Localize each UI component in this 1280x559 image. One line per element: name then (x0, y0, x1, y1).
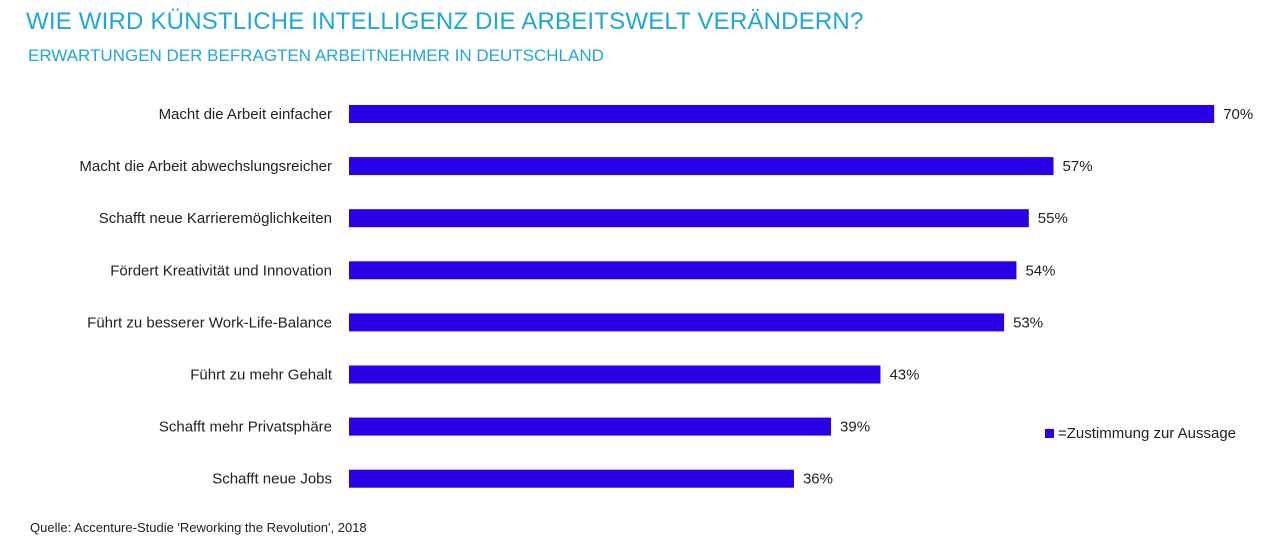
category-label: Führt zu mehr Gehalt (190, 367, 333, 384)
category-label: Macht die Arbeit einfacher (159, 106, 332, 123)
bar (349, 313, 1005, 332)
value-label: 54% (1025, 262, 1055, 279)
chart-subtitle: ERWARTUNGEN DER BEFRAGTEN ARBEITNEHMER I… (28, 46, 604, 65)
value-label: 57% (1063, 158, 1093, 175)
bar (349, 157, 1054, 176)
value-label: 36% (803, 471, 833, 488)
legend-label: =Zustimmung zur Aussage (1058, 425, 1237, 442)
category-label: Führt zu besserer Work-Life-Balance (87, 314, 332, 331)
value-label: 39% (840, 419, 870, 436)
source-note: Quelle: Accenture-Studie 'Reworking the … (30, 520, 367, 535)
category-label: Schafft neue Karrieremöglichkeiten (99, 210, 332, 227)
value-label: 55% (1038, 210, 1068, 227)
value-label: 53% (1013, 314, 1043, 331)
legend-swatch (1045, 429, 1054, 438)
legend: =Zustimmung zur Aussage (1045, 425, 1236, 442)
bar (349, 105, 1215, 123)
category-label: Macht die Arbeit abwechslungsreicher (79, 158, 332, 175)
category-label: Fördert Kreativität und Innovation (110, 262, 332, 279)
chart-title: WIE WIRD KÜNSTLICHE INTELLIGENZ DIE ARBE… (26, 8, 864, 35)
bar (349, 417, 832, 436)
value-label: 70% (1223, 106, 1253, 123)
value-label: 43% (889, 367, 919, 384)
bar (349, 209, 1029, 228)
bar (349, 469, 794, 488)
category-label: Schafft neue Jobs (212, 471, 332, 488)
bar (349, 261, 1017, 280)
bar (349, 365, 881, 384)
category-label: Schafft mehr Privatsphäre (159, 419, 332, 436)
